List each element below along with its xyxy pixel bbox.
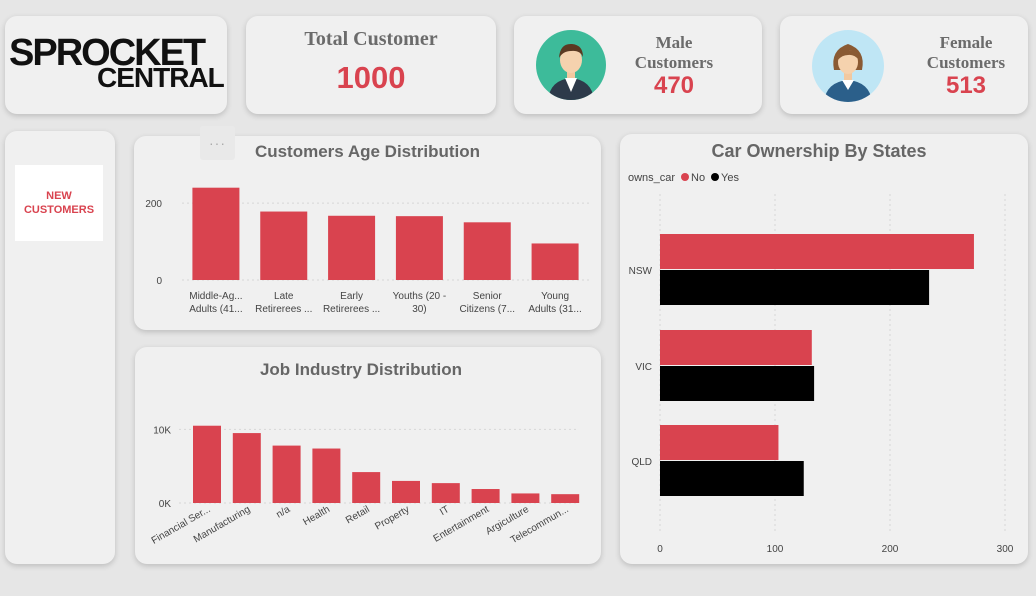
car-category-label: VIC [635, 362, 652, 373]
car-category-label: NSW [629, 266, 653, 277]
age-bar [531, 243, 579, 280]
age-category-label: Late [274, 291, 294, 302]
total-customer-label: Total Customer [304, 28, 438, 50]
car-xtick-label: 100 [767, 544, 784, 555]
industry-bar [272, 445, 301, 503]
industry-bar [193, 425, 221, 503]
new-customers-button[interactable]: NEW CUSTOMERS [15, 165, 103, 241]
female-avatar-icon [812, 30, 884, 102]
car-bar-no [660, 330, 812, 365]
male-customers-label-line2: Customers [634, 53, 714, 72]
car-bar-yes [660, 461, 804, 496]
age-ytick-label: 200 [145, 199, 162, 210]
industry-chart-title: Job Industry Distribution [259, 360, 463, 379]
female-customers-value: 513 [945, 72, 987, 99]
logo-line2: CENTRAL [97, 62, 225, 93]
industry-bar [232, 433, 261, 503]
car-xtick-label: 0 [657, 544, 663, 555]
age-category-label-line2: Retirerees ... [323, 304, 380, 315]
car-ownership-card: Car Ownership By States 0 100 200 300 owns_c… [620, 134, 1028, 564]
more-options-icon: ··· [209, 135, 226, 151]
car-xtick-label: 300 [997, 544, 1014, 555]
age-category-label-line2: Adults (41... [189, 304, 242, 315]
car-category-label: QLD [631, 457, 652, 468]
age-bar [463, 222, 511, 280]
age-category-label-line2: Retirerees ... [255, 304, 312, 315]
car-bar-yes [660, 270, 930, 305]
industry-ytick-label: 10K [153, 425, 171, 436]
female-customers-label-line2: Customers [926, 53, 1006, 72]
age-bar [192, 187, 240, 280]
age-bar [328, 215, 376, 280]
car-bar-yes [660, 366, 815, 401]
more-options-button[interactable]: ··· [200, 126, 235, 160]
industry-category-label: Retail [344, 504, 372, 526]
age-distribution-card: Customers Age Distribution 0 200 Middle-Ag… [134, 136, 601, 330]
car-bar-no [660, 425, 779, 460]
age-category-label: Youths (20 - [393, 291, 447, 302]
age-category-label-line2: Adults (31... [528, 304, 581, 315]
new-customers-label-line1: NEW [46, 190, 72, 202]
industry-bar [511, 493, 540, 503]
total-customer-value: 1000 [336, 60, 406, 95]
age-category-label: Senior [473, 291, 503, 302]
industry-bar [352, 472, 381, 503]
industry-category-label: Health [301, 504, 332, 528]
industry-bar [471, 489, 500, 503]
male-avatar-icon [536, 30, 606, 100]
car-bar-no [660, 234, 974, 269]
age-bar [395, 216, 443, 280]
industry-bar [431, 483, 460, 503]
industry-bar [312, 448, 341, 503]
industry-ytick-label: 0K [159, 499, 172, 510]
male-customers-label-line1: Male [655, 33, 693, 52]
car-legend-no-marker [681, 173, 689, 181]
age-category-label: Early [340, 291, 363, 302]
car-chart-title: Car Ownership By States [711, 141, 927, 161]
car-legend-no-label: No [691, 172, 705, 184]
industry-category-label: n/a [275, 504, 293, 521]
age-category-label-line2: Citizens (7... [459, 304, 515, 315]
total-customer-card: Total Customer 1000 [246, 16, 496, 114]
car-chart: 0 100 200 300 owns_car No Yes NSW VIC QLD [628, 172, 1014, 555]
age-ytick-label: 0 [156, 276, 162, 287]
logo-card: SPROCKET CENTRAL [5, 16, 227, 114]
car-legend-title: owns_car [628, 172, 675, 184]
female-customers-label-line1: Female [939, 33, 993, 52]
car-xtick-label: 200 [882, 544, 899, 555]
male-customers-card: Male Customers 470 [514, 16, 762, 114]
logo-line1: SPROCKET [9, 32, 206, 74]
industry-category-label: IT [438, 504, 451, 518]
car-legend-yes-marker [711, 173, 719, 181]
age-category-label: Middle-Ag... [189, 291, 242, 302]
car-legend-yes-label: Yes [721, 172, 739, 184]
female-customers-card: Female Customers 513 [780, 16, 1028, 114]
age-chart-title: Customers Age Distribution [254, 142, 481, 161]
industry-bar [551, 494, 580, 503]
age-chart: 0 200 Middle-Ag... Adults (41... Late Retirer… [145, 187, 589, 315]
industry-bar [392, 480, 420, 503]
age-category-label: Young [541, 291, 569, 302]
logo: SPROCKET CENTRAL [9, 32, 225, 104]
industry-category-label: Property [373, 504, 411, 532]
age-category-label-line2: 30) [412, 304, 426, 315]
new-customers-label-line2: CUSTOMERS [23, 204, 95, 216]
age-bar [260, 211, 308, 280]
job-industry-card: Job Industry Distribution 0K 10K Financial… [135, 347, 601, 564]
male-customers-value: 470 [653, 72, 695, 99]
sidebar: NEW CUSTOMERS [5, 131, 115, 564]
